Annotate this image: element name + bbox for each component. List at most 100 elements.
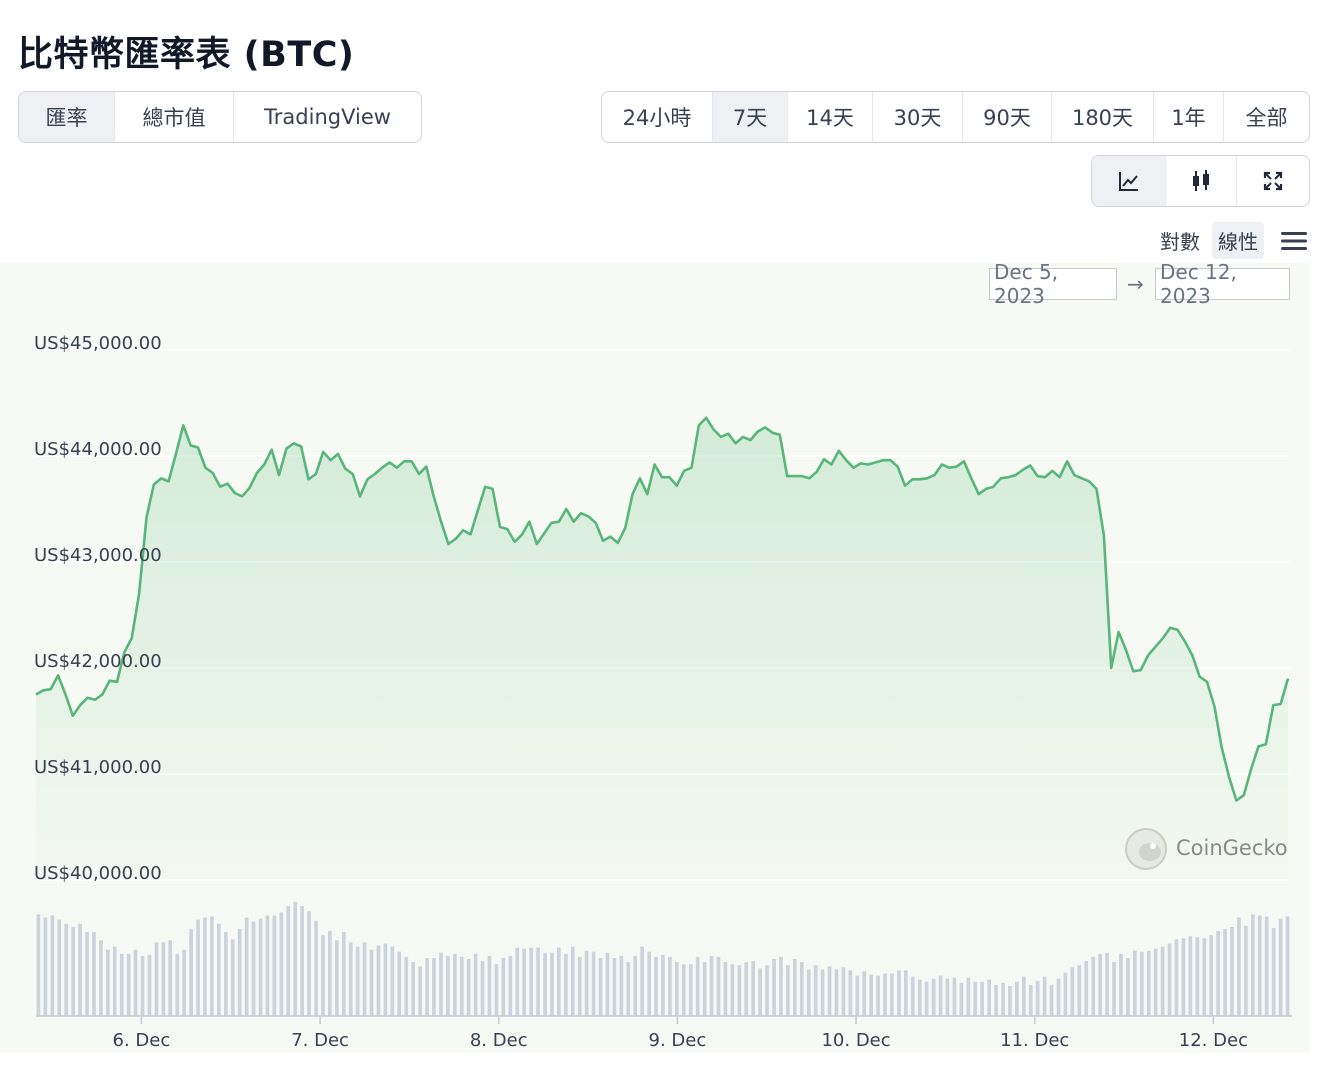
x-tick-label: 7. Dec [291, 1030, 349, 1051]
volume-bar [515, 947, 520, 1016]
volume-bar [799, 962, 804, 1016]
volume-bar [605, 952, 610, 1016]
volume-bar [126, 953, 131, 1016]
volume-bar [175, 953, 180, 1016]
range-90d[interactable]: 90天 [963, 92, 1052, 142]
range-180d[interactable]: 180天 [1052, 92, 1154, 142]
volume-bar [1244, 925, 1248, 1016]
volume-bar [1160, 946, 1165, 1016]
line-chart-button[interactable] [1092, 156, 1166, 206]
volume-bar [1209, 935, 1213, 1016]
volume-bar [1202, 938, 1207, 1016]
y-tick-label: US$41,000.00 [34, 757, 162, 778]
gecko-logo-head [1139, 843, 1161, 861]
volume-bar [584, 950, 589, 1016]
volume-bar [640, 946, 644, 1016]
volume-bar [383, 943, 388, 1016]
line-chart-icon [1118, 172, 1138, 191]
range-1y[interactable]: 1年 [1154, 92, 1224, 142]
volume-bar [716, 956, 721, 1016]
y-tick-label: US$42,000.00 [34, 651, 162, 672]
volume-bar [487, 955, 492, 1016]
volume-bar [626, 962, 631, 1016]
volume-bar [341, 932, 346, 1016]
volume-bar [279, 912, 284, 1016]
volume-bar [43, 917, 48, 1016]
range-30d[interactable]: 30天 [873, 92, 963, 142]
volume-bar [203, 917, 207, 1016]
volume-bar [855, 975, 860, 1016]
volume-bar [1022, 976, 1026, 1016]
tab-tradingview[interactable]: TradingView [264, 105, 391, 129]
volume-bar [1077, 965, 1082, 1016]
volume-bar [681, 964, 686, 1016]
tab-exchange-rate[interactable]: 匯率 [19, 92, 115, 142]
volume-bar [834, 969, 839, 1016]
volume-bar [286, 906, 291, 1016]
volume-bar [57, 919, 62, 1016]
tab-market-cap[interactable]: 總市值 [115, 92, 234, 142]
volume-bar [841, 967, 846, 1016]
volume-bar [348, 942, 353, 1016]
volume-bar [1230, 926, 1234, 1016]
volume-bar [314, 920, 318, 1016]
volume-bar [931, 978, 936, 1016]
range-14d[interactable]: 14天 [788, 92, 873, 142]
volume-bar [508, 955, 513, 1016]
volume-bar [224, 932, 228, 1016]
volume-bar [1112, 962, 1116, 1016]
volume-bar [536, 947, 540, 1016]
range-all[interactable]: 全部 [1245, 106, 1288, 130]
volume-bar [973, 981, 978, 1016]
x-tick-label: 11. Dec [1000, 1030, 1069, 1051]
log-scale-button[interactable]: 對數 [1160, 230, 1200, 254]
volume-bar [501, 958, 506, 1016]
volume-bar [453, 953, 457, 1016]
volume-bar [168, 940, 173, 1016]
volume-bar [1105, 952, 1109, 1016]
volume-bar [418, 966, 422, 1016]
volume-bar [924, 981, 929, 1016]
x-tick-label: 12. Dec [1179, 1030, 1248, 1051]
candlestick-button[interactable] [1166, 156, 1237, 206]
date-from-input[interactable]: Dec 5, 2023 [989, 260, 1117, 308]
volume-bar [543, 952, 547, 1016]
hamburger-menu-icon[interactable] [1280, 229, 1308, 253]
volume-bar [1146, 950, 1151, 1016]
volume-bar [71, 926, 75, 1016]
volume-bar [1251, 914, 1255, 1016]
volume-bar [1216, 931, 1220, 1016]
y-axis-labels: US$45,000.00 US$44,000.00 US$43,000.00 US$4… [34, 333, 162, 884]
volume-bar [147, 954, 152, 1016]
volume-bar [994, 984, 998, 1016]
volume-bar [1264, 916, 1269, 1016]
volume-bar [230, 939, 235, 1016]
range-24h[interactable]: 24小時 [602, 92, 713, 142]
range-7d[interactable]: 7天 [713, 92, 788, 142]
volume-bar [36, 914, 41, 1016]
y-tick-label: US$43,000.00 [34, 545, 162, 566]
volume-bar [321, 935, 325, 1016]
linear-scale-button[interactable]: 線性 [1212, 222, 1264, 259]
volume-bar [1174, 939, 1179, 1016]
volume-bar [1070, 967, 1075, 1016]
volume-bar [598, 958, 603, 1016]
volume-bar [376, 945, 381, 1016]
chart-type-tabs [1091, 155, 1310, 207]
range-tabs: 24小時 7天 14天 30天 90天 180天 1年 全部 [601, 91, 1310, 143]
volume-bar [786, 965, 790, 1016]
volume-bar [848, 970, 853, 1016]
volume-bar [813, 965, 818, 1016]
volume-bar [772, 959, 776, 1016]
volume-bar [654, 956, 658, 1016]
volume-bar [411, 962, 415, 1016]
volume-bar [564, 953, 568, 1016]
volume-bar [300, 906, 304, 1016]
volume-bar [237, 928, 242, 1016]
expand-button[interactable] [1237, 156, 1309, 206]
volume-bar [730, 964, 735, 1016]
volume-bar [244, 917, 249, 1016]
volume-bar [439, 952, 443, 1016]
x-tick-label: 9. Dec [649, 1030, 707, 1051]
volume-bar [119, 953, 124, 1016]
